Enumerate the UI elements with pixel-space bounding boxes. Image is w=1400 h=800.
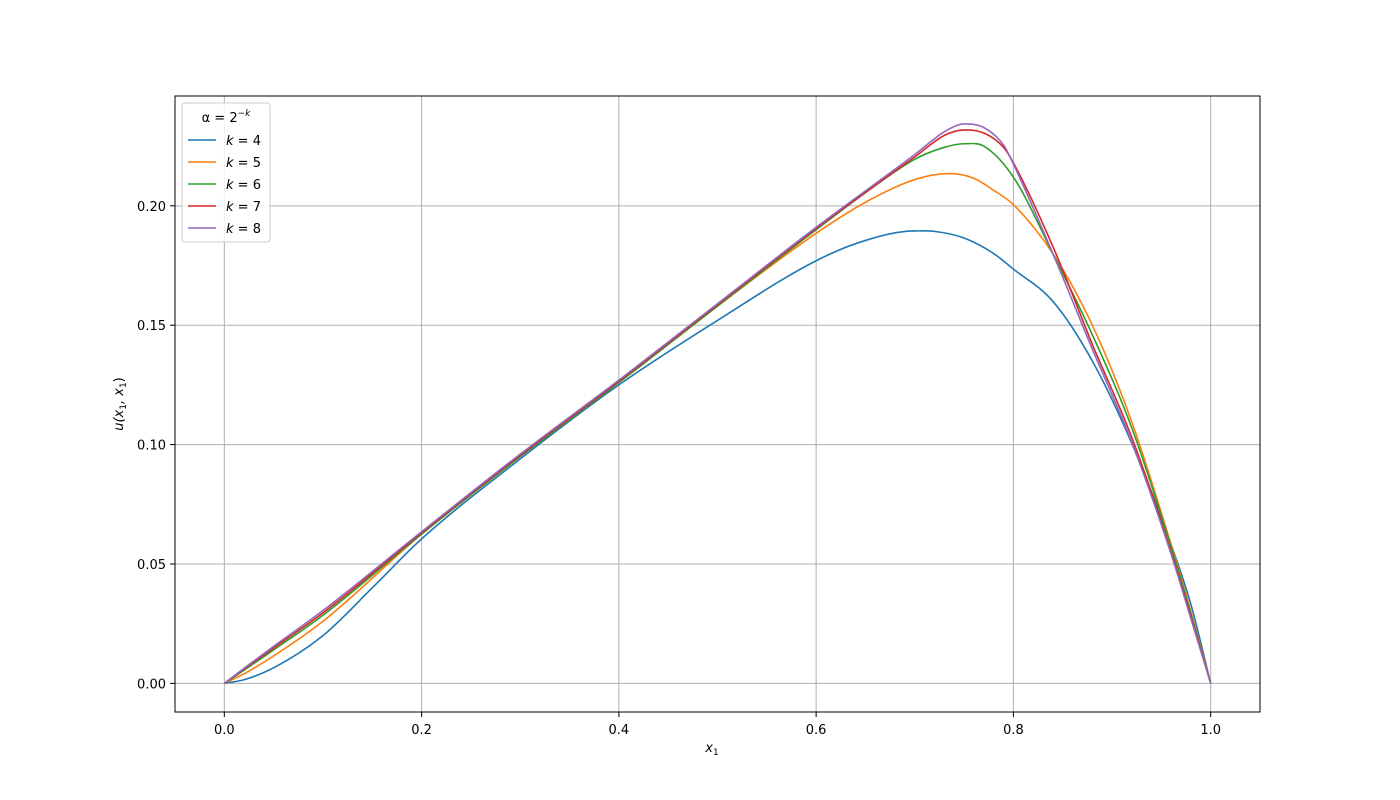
x-tick-label: 0.0	[214, 723, 235, 738]
x-tick-label: 0.4	[609, 723, 630, 738]
y-tick-label: 0.20	[137, 200, 166, 215]
legend: α = 2−k k = 4 k = 5 k = 6 k = 7 k = 8	[181, 102, 271, 243]
axis-ticks: 0.0 0.2 0.4 0.6 0.8 1.0 0.00 0.05 0.10 0.15 0.20	[137, 200, 1221, 738]
plot-frame	[174, 95, 1261, 713]
series-line-2	[223, 172, 1212, 685]
series-line-5	[223, 123, 1212, 684]
y-tick-label: 0.05	[137, 558, 166, 573]
legend-entries: k = 4 k = 5 k = 6 k = 7 k = 8	[188, 134, 261, 237]
grid	[175, 96, 1260, 712]
series-line-1	[224, 230, 1212, 685]
legend-label: k = 8	[226, 222, 261, 237]
series-line-3	[223, 142, 1212, 685]
legend-label: k = 6	[226, 178, 261, 193]
x-tick-label: 0.6	[806, 723, 827, 738]
y-tick-label: 0.15	[137, 319, 166, 334]
y-tick-label: 0.00	[137, 677, 166, 692]
x-tick-label: 0.8	[1003, 723, 1024, 738]
legend-box	[181, 102, 271, 243]
legend-label: k = 4	[226, 134, 261, 149]
legend-label: k = 5	[226, 156, 261, 171]
legend-label: k = 7	[226, 200, 261, 215]
x-axis-label: x1	[704, 741, 718, 758]
x-tick-label: 0.2	[411, 723, 432, 738]
legend-title: α = 2−k	[202, 109, 252, 126]
y-tick-label: 0.10	[137, 439, 166, 454]
y-axis-label: u(x1, x1)	[112, 377, 129, 431]
series-lines	[223, 123, 1212, 685]
x-tick-label: 1.0	[1200, 723, 1221, 738]
series-line-4	[223, 129, 1212, 684]
